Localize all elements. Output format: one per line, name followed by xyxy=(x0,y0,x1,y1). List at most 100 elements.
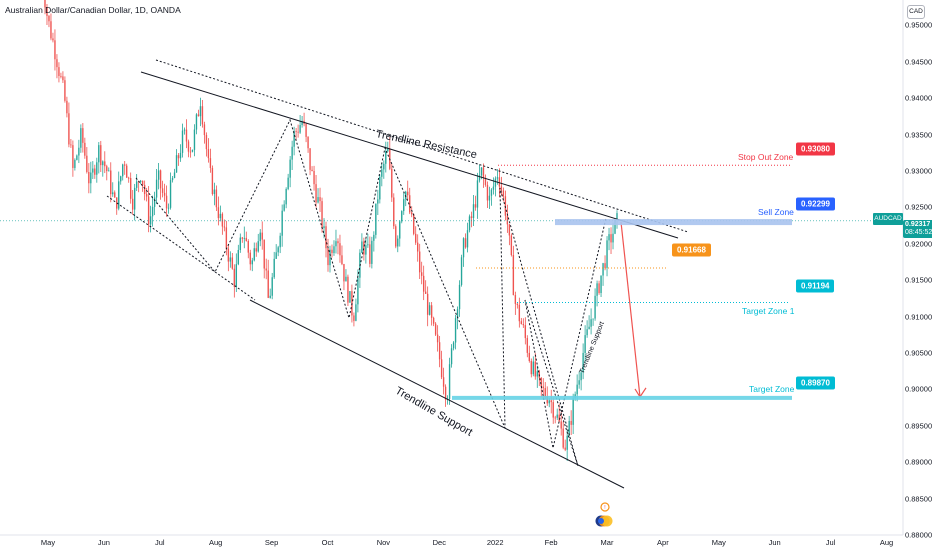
candle-body xyxy=(434,323,437,335)
target1-zone-label: Target Zone 1 xyxy=(742,305,795,316)
zigzag-path xyxy=(135,118,607,467)
candle-body xyxy=(151,206,154,217)
candle-body xyxy=(215,189,218,208)
x-tick-label: Aug xyxy=(209,538,223,547)
candle-body xyxy=(165,195,168,209)
candle-body xyxy=(181,130,184,153)
candle-body xyxy=(520,321,523,325)
candle-body xyxy=(345,276,347,282)
candle-body xyxy=(411,212,413,215)
candle-body xyxy=(56,59,58,68)
candle-body xyxy=(195,114,198,130)
candle-body xyxy=(78,147,80,156)
x-tick-label: Feb xyxy=(544,538,558,547)
candle-body xyxy=(203,124,206,136)
candle-body xyxy=(426,293,429,315)
candle-body xyxy=(598,283,600,293)
target-price-box: 0.89870 xyxy=(796,376,835,390)
sell-price-box: 0.92299 xyxy=(796,197,835,211)
candle-body xyxy=(371,240,373,264)
candle-body xyxy=(313,170,315,185)
candle-body xyxy=(187,141,190,152)
candle-body xyxy=(448,364,451,399)
candle-body xyxy=(199,106,202,117)
candle-body xyxy=(564,447,566,450)
candlestick-series xyxy=(44,0,618,461)
candle-body xyxy=(104,161,106,167)
candle-body xyxy=(309,148,311,170)
target-zone xyxy=(452,395,792,400)
candle-body xyxy=(572,398,574,425)
x-tick-label: 2022 xyxy=(486,538,504,547)
candle-body xyxy=(514,295,517,304)
candle-body xyxy=(383,163,385,170)
candle-body xyxy=(548,400,550,404)
candle-body xyxy=(271,277,273,296)
news-icon[interactable]: ! xyxy=(594,501,614,529)
candle-body xyxy=(321,201,323,229)
candle-body xyxy=(163,192,166,196)
candle-body xyxy=(422,275,425,292)
candle-body xyxy=(494,178,497,187)
x-tick-label: Jun xyxy=(97,538,110,547)
candle-body xyxy=(343,264,345,282)
candle-body xyxy=(369,244,371,264)
candle-body xyxy=(110,170,112,195)
y-tick-label: 0.92000 xyxy=(905,239,932,249)
candle-body xyxy=(604,263,606,268)
candle-body xyxy=(337,241,339,244)
candle-body xyxy=(486,184,489,201)
candle-body xyxy=(217,207,220,219)
candle-body xyxy=(602,263,604,276)
candle-body xyxy=(488,195,491,201)
candle-body xyxy=(480,167,483,176)
candle-body xyxy=(444,386,447,400)
candle-body xyxy=(492,186,495,190)
candle-body xyxy=(129,178,132,199)
y-tick-label: 0.91500 xyxy=(905,275,932,285)
candle-body xyxy=(458,284,461,310)
candle-body xyxy=(94,168,96,175)
candle-body xyxy=(161,188,164,193)
candle-body xyxy=(335,241,337,247)
candle-body xyxy=(96,162,98,175)
candle-body xyxy=(251,260,253,265)
target-zone-label: Target Zone xyxy=(749,383,795,394)
candle-body xyxy=(155,179,158,198)
candle-body xyxy=(153,197,156,207)
current-price-label: 0.92317 08:45:52 xyxy=(903,220,932,238)
candle-body xyxy=(456,309,459,319)
stop-price-box: 0.93080 xyxy=(796,142,835,156)
candle-body xyxy=(106,166,108,172)
candle-body xyxy=(556,414,558,418)
candle-body xyxy=(393,197,395,227)
candle-body xyxy=(530,360,532,375)
candle-body xyxy=(367,244,369,246)
candle-body xyxy=(409,195,411,213)
candle-body xyxy=(311,169,313,171)
candle-body xyxy=(500,186,503,191)
x-tick-label: Jun xyxy=(768,538,781,547)
candle-body xyxy=(289,159,291,178)
candle-body xyxy=(554,417,556,419)
candle-body xyxy=(257,241,259,252)
candle-body xyxy=(72,145,74,168)
candle-body xyxy=(259,232,261,242)
candle-body xyxy=(293,130,295,147)
candle-body xyxy=(135,181,138,188)
candle-body xyxy=(90,172,92,184)
candle-body xyxy=(64,80,66,101)
candle-body xyxy=(562,428,564,448)
candle-body xyxy=(118,181,120,209)
candle-body xyxy=(189,151,192,153)
x-tick-label: Dec xyxy=(432,538,446,547)
x-tick-label: Apr xyxy=(657,538,669,547)
candle-body xyxy=(375,203,377,235)
stop-zone-label: Stop Out Zone xyxy=(738,152,794,163)
current-price-value: 0.92317 xyxy=(905,221,931,228)
currency-badge[interactable]: CAD xyxy=(907,5,925,19)
candle-body xyxy=(319,197,321,202)
candle-body xyxy=(432,317,435,324)
candle-body xyxy=(285,189,287,205)
